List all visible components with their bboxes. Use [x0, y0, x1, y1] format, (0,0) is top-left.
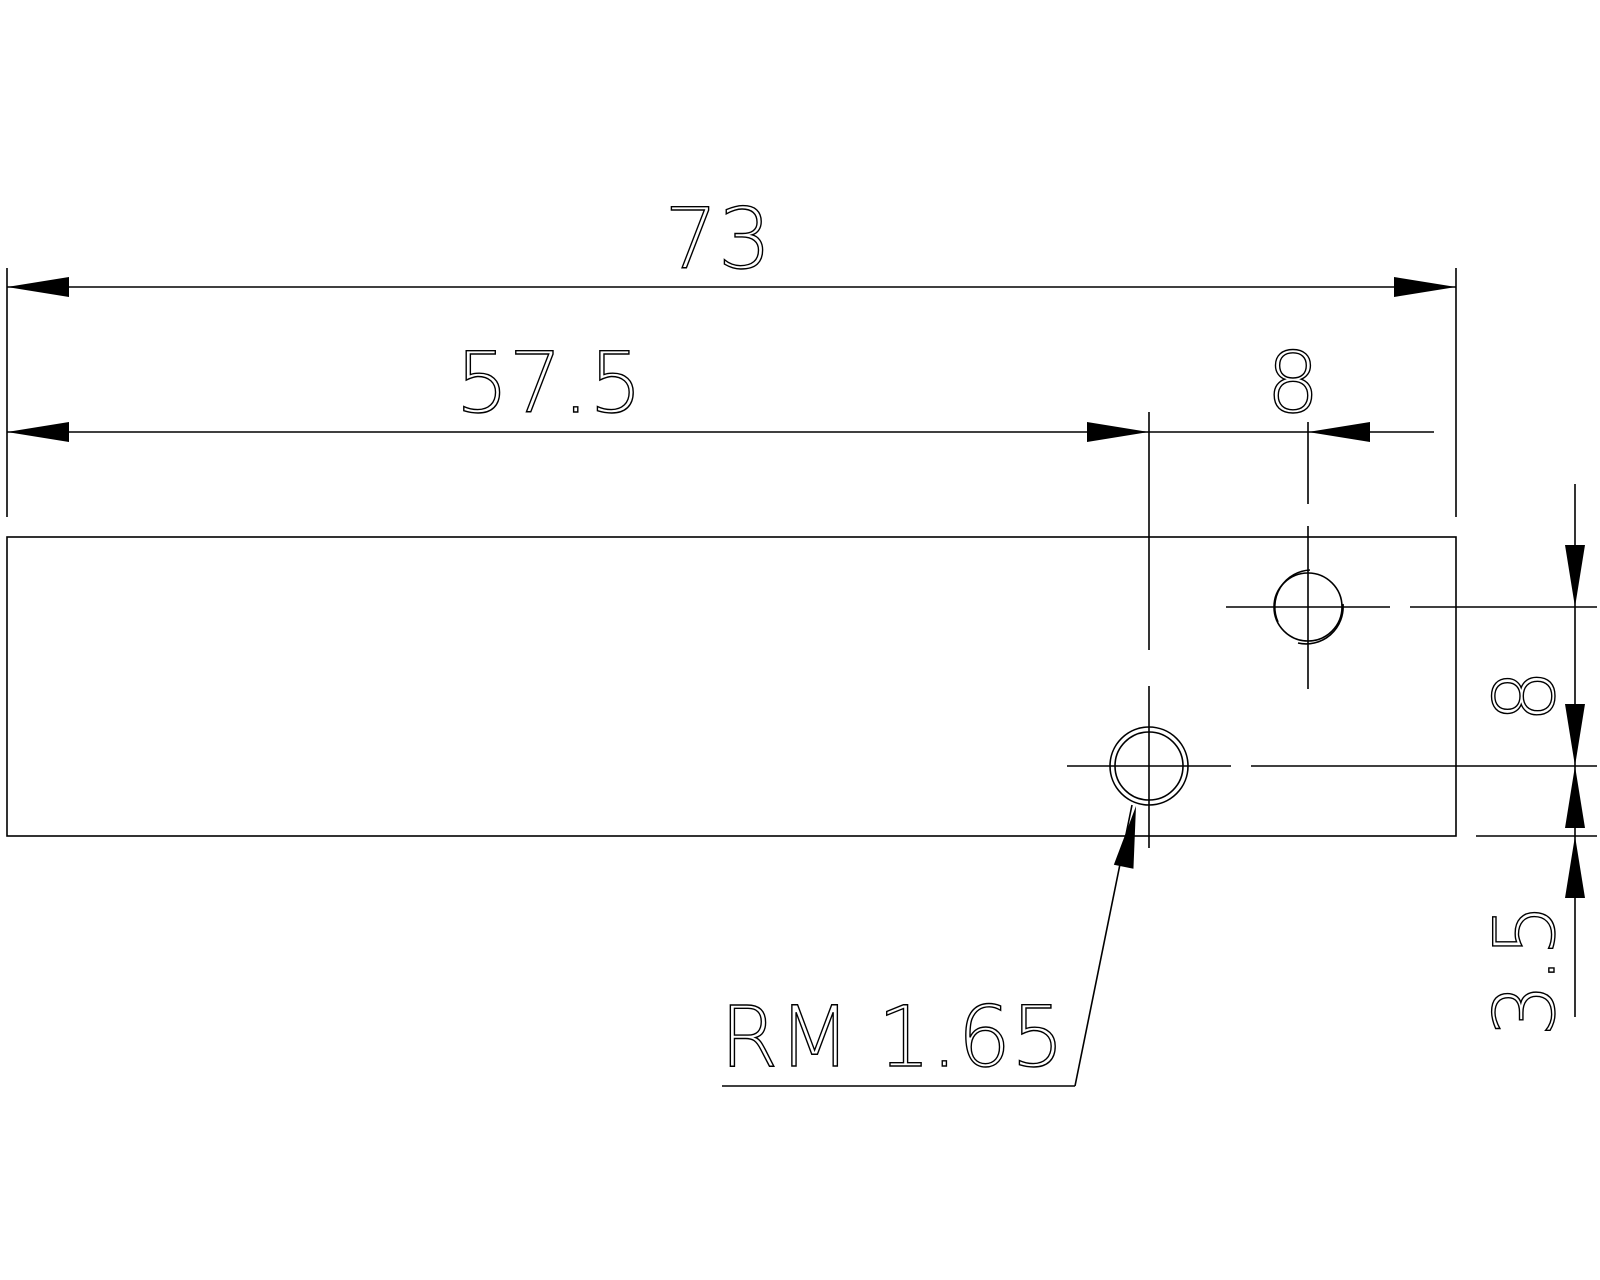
arrowhead	[1565, 545, 1585, 607]
hole-upper	[1226, 526, 1390, 689]
arrowhead	[1394, 277, 1456, 297]
dimension-57-5	[7, 412, 1150, 650]
part-outline	[6, 536, 1457, 837]
dimension-text-8-horizontal: 8	[1266, 334, 1319, 432]
dimension-text-57-5: 57.5	[455, 334, 642, 432]
arrowhead	[7, 422, 69, 442]
arrowhead	[7, 277, 69, 297]
dimension-8-horizontal	[1149, 422, 1434, 504]
dimension-text-73: 73	[665, 190, 772, 288]
arrowhead	[1565, 766, 1585, 828]
hole-lower	[1067, 686, 1231, 848]
dimension-text-8-vertical: 8	[1476, 669, 1574, 722]
hole-callout-text: RM 1.65	[720, 988, 1065, 1086]
arrowhead	[1087, 422, 1149, 442]
dimension-73	[6, 268, 1457, 517]
arrowhead	[1565, 836, 1585, 898]
dimension-text-3-5: 3.5	[1476, 903, 1574, 1037]
